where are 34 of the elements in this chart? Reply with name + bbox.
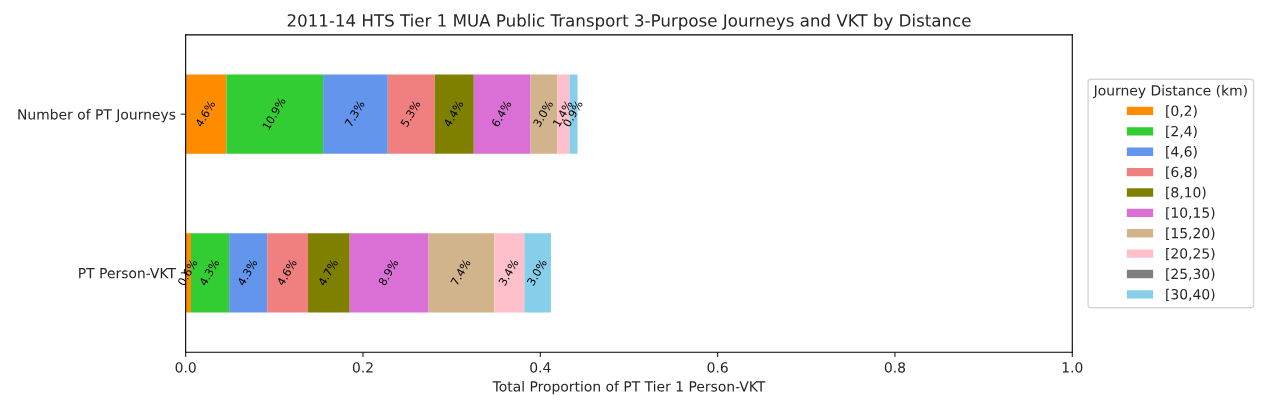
- x-tick-label: 0.6: [707, 362, 728, 373]
- legend-label: [6,8): [1166, 166, 1197, 179]
- bar: [524, 233, 551, 313]
- x-tick-label: 0.8: [884, 362, 906, 373]
- y-tick-label: PT Person-VKT: [79, 268, 176, 279]
- x-tick-label: 0.4: [530, 362, 551, 373]
- bar: [428, 233, 495, 313]
- x-axis-title: Total Proportion of PT Tier 1 Person-VKT: [492, 380, 766, 395]
- legend-label: [20,25): [1166, 247, 1215, 261]
- legend-label: [15,20): [1166, 227, 1215, 240]
- legend-label: [8,10): [1166, 186, 1206, 200]
- legend-label: [0,2): [1166, 105, 1197, 118]
- x-tick-label: 0.2: [352, 362, 373, 373]
- bar: [308, 233, 350, 313]
- bar: [226, 74, 324, 154]
- bar: [434, 74, 474, 154]
- chart-title: 2011-14 HTS Tier 1 MUA Public Transport 3-Purpose Journeys and VKT by Distance: [287, 13, 971, 30]
- bar: [185, 74, 227, 154]
- legend-label: [30,40): [1166, 288, 1215, 302]
- bar: [494, 233, 525, 313]
- bar: [387, 74, 435, 154]
- y-tick-label: Number of PT Journeys: [18, 108, 176, 123]
- bar: [229, 233, 268, 313]
- legend-label: [4,6): [1166, 146, 1197, 159]
- bar: [323, 74, 388, 154]
- legend-title: Journey Distance (km): [1092, 84, 1247, 99]
- x-tick-label: 0.0: [175, 362, 196, 373]
- bar: [349, 233, 429, 313]
- bar: [267, 233, 309, 313]
- legend-label: [25,30): [1166, 268, 1215, 281]
- legend-label: [10,15): [1166, 207, 1215, 220]
- legend-label: [2,4): [1166, 125, 1197, 139]
- x-tick-label: 1.0: [1062, 362, 1083, 373]
- bar: [473, 74, 531, 154]
